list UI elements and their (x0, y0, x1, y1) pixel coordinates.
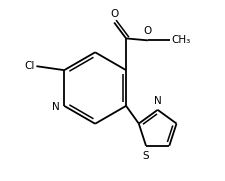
Text: O: O (110, 9, 118, 19)
Text: O: O (143, 26, 151, 36)
Text: N: N (52, 102, 60, 112)
Text: N: N (153, 96, 161, 106)
Text: S: S (142, 151, 149, 161)
Text: Cl: Cl (24, 61, 34, 71)
Text: CH₃: CH₃ (171, 35, 190, 45)
